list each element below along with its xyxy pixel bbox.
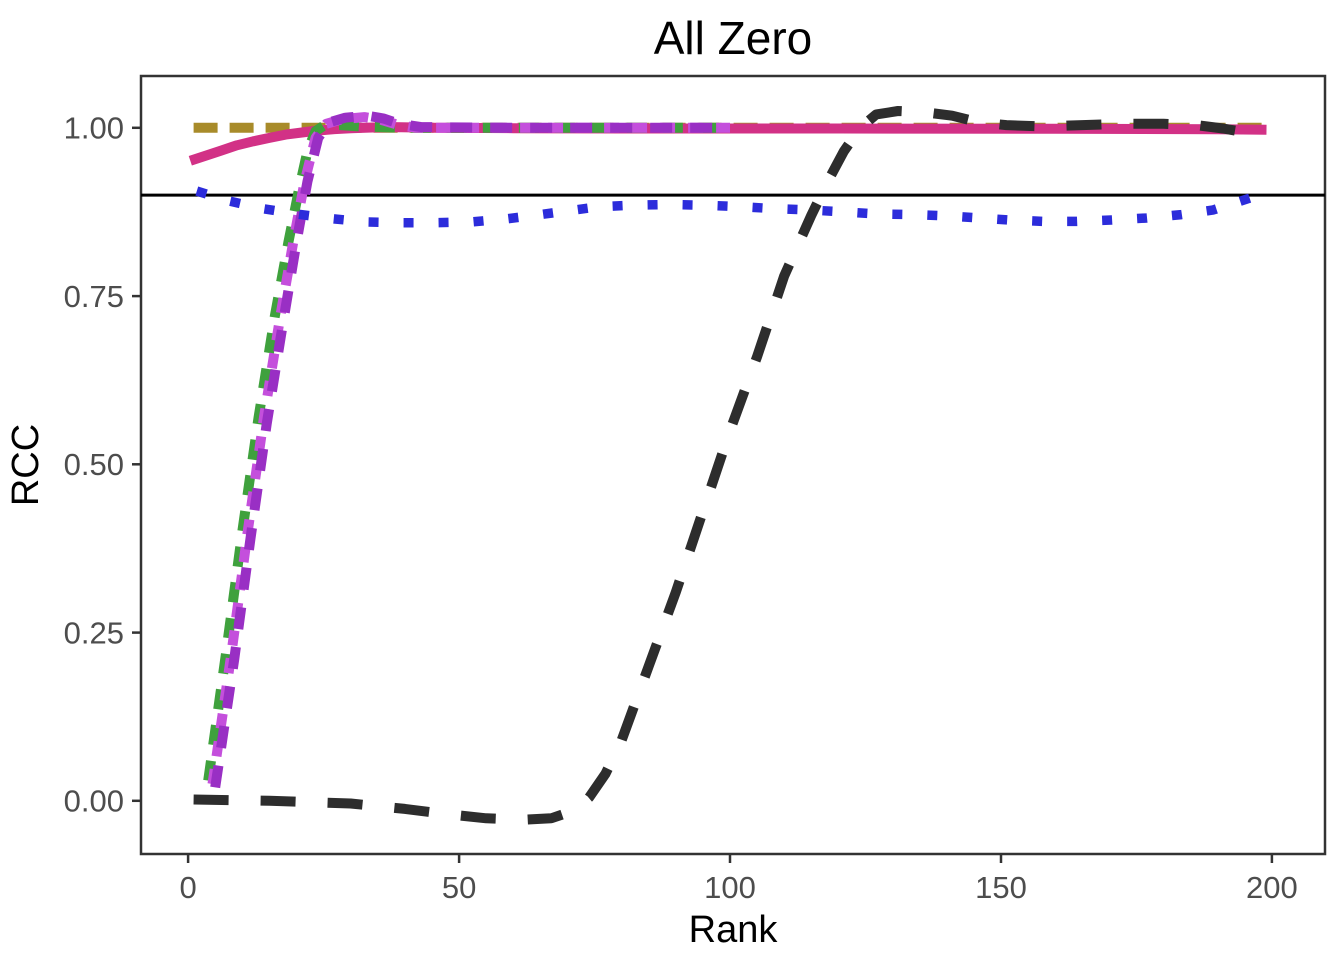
y-axis-title: RCC (5, 424, 47, 506)
series-blue-dotted (195, 186, 1255, 228)
chart-title: All Zero (654, 12, 812, 64)
series-layer (188, 106, 1270, 825)
series-purple-dashed (210, 110, 730, 789)
series-orchid-dotdash (207, 112, 730, 785)
y-tick-label: 1.00 (64, 111, 124, 146)
x-tick-label: 100 (704, 870, 756, 905)
y-tick-label: 0.25 (64, 615, 124, 650)
y-axis-ticks: 0.00 0.25 0.50 0.75 1.00 (64, 111, 141, 819)
y-tick-label: 0.75 (64, 279, 124, 314)
x-tick-label: 0 (179, 870, 196, 905)
x-tick-label: 150 (975, 870, 1027, 905)
x-tick-label: 200 (1246, 870, 1298, 905)
x-tick-label: 50 (442, 870, 476, 905)
x-axis-ticks: 0 50 100 150 200 (179, 854, 1298, 905)
plot-panel (139, 74, 1327, 856)
series-black-dashed (193, 106, 1252, 825)
y-tick-label: 0.00 (64, 784, 124, 819)
x-axis-title: Rank (689, 909, 779, 951)
y-tick-label: 0.50 (64, 447, 124, 482)
